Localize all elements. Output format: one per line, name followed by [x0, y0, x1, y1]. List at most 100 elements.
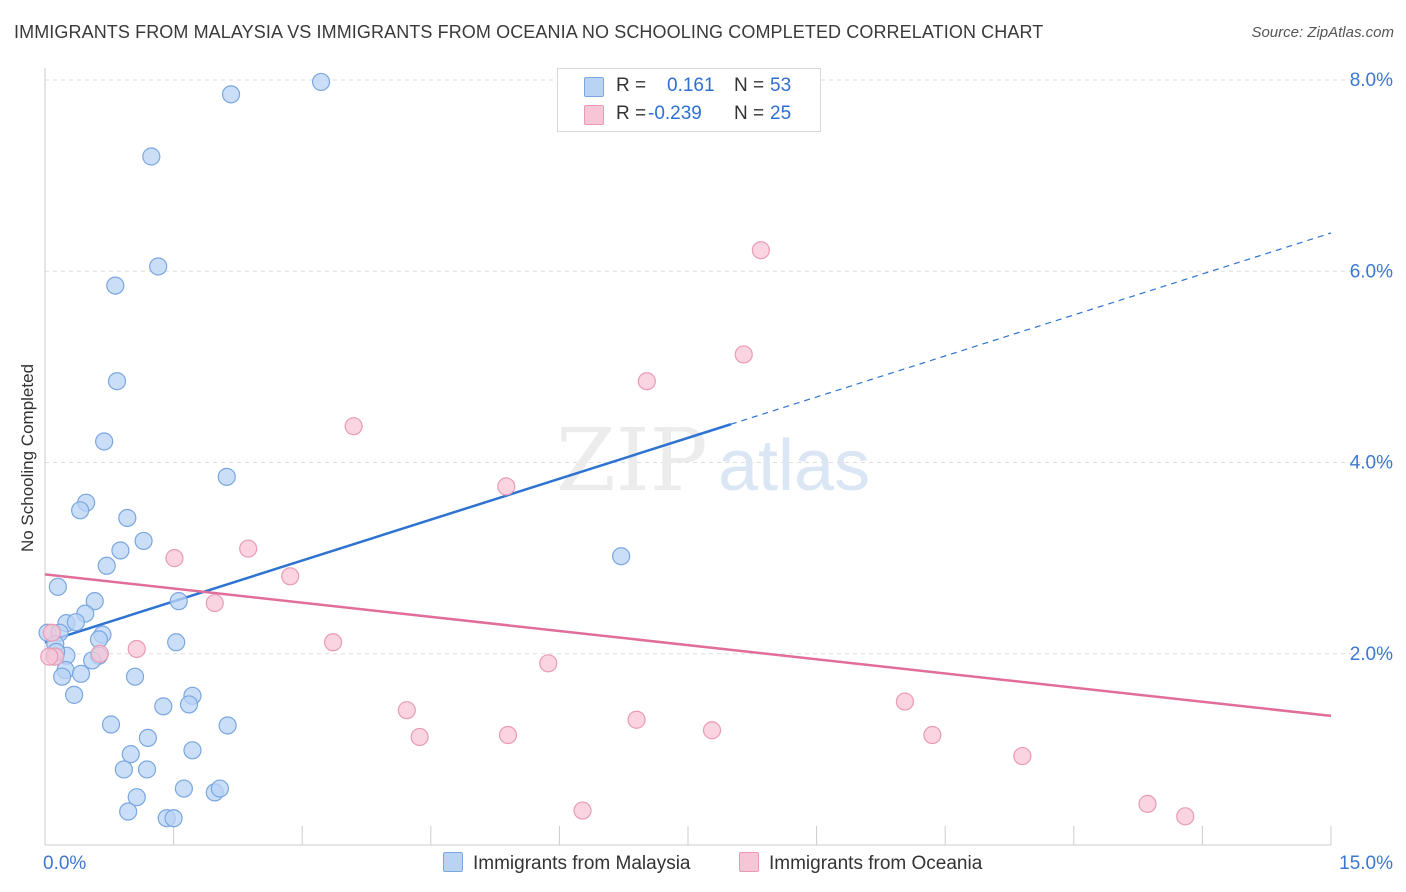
malaysia-point	[71, 501, 90, 520]
malaysia-point	[48, 577, 67, 596]
watermark-atlas: atlas	[718, 426, 870, 506]
oceania-point	[627, 710, 646, 729]
oceania-point	[40, 647, 59, 666]
n-label: N =	[734, 75, 765, 96]
oceania-point	[42, 623, 61, 642]
oceania-point	[573, 801, 592, 820]
malaysia-point	[311, 72, 331, 92]
oceania-point	[539, 654, 558, 673]
malaysia-point	[65, 685, 84, 704]
malaysia-point	[66, 613, 85, 632]
legend-swatch-malaysia	[443, 852, 463, 872]
watermark: ZIP atlas	[556, 411, 870, 511]
legend-swatch-oceania	[739, 852, 759, 872]
malaysia-point	[95, 432, 114, 451]
malaysia-point	[119, 802, 138, 821]
malaysia-point	[97, 556, 116, 575]
source-credit: Source: ZipAtlas.com	[1251, 24, 1394, 41]
x-tick-label: 0.0%	[43, 853, 86, 874]
y-axis-label: No Schooling Completed	[18, 363, 37, 553]
oceania-point	[637, 372, 656, 391]
y-tick-label: 8.0%	[1350, 70, 1393, 91]
malaysia-point	[127, 788, 146, 807]
oceania-point	[734, 345, 753, 364]
r-value: -0.239	[648, 103, 702, 124]
oceania-point	[90, 644, 109, 663]
malaysia-point	[210, 779, 229, 798]
oceania-point	[127, 639, 146, 659]
oceania-point	[497, 477, 516, 496]
points-layer	[38, 72, 1195, 828]
stats-box: R = 0.161 N = 53 R = -0.239 N = 25	[557, 68, 821, 132]
malaysia-point	[174, 779, 193, 798]
oceania-point	[239, 539, 258, 558]
stats-swatch-malaysia	[584, 77, 604, 97]
malaysia-point	[179, 695, 199, 714]
malaysia-point	[71, 664, 91, 683]
malaysia-point	[53, 667, 72, 686]
malaysia-point	[137, 760, 157, 779]
stats-row-malaysia: R = 0.161 N = 53	[558, 72, 820, 100]
stats-swatch-oceania	[584, 105, 604, 125]
n-value: 53	[770, 75, 792, 96]
r-label: R =	[616, 75, 647, 96]
oceania-point	[323, 633, 343, 652]
oceania-point	[751, 241, 770, 260]
oceania-point	[344, 417, 363, 436]
oceania-point	[1176, 807, 1195, 826]
malaysia-point	[134, 531, 153, 551]
malaysia-point	[107, 372, 127, 391]
malaysia-point	[612, 547, 631, 566]
malaysia-point	[221, 85, 241, 104]
y-tick-label: 2.0%	[1350, 644, 1393, 665]
oceania-point	[702, 721, 722, 740]
x-tick-label: 15.0%	[1339, 853, 1393, 874]
legend-item-malaysia[interactable]: Immigrants from Malaysia	[443, 852, 691, 875]
malaysia-point	[114, 760, 133, 779]
legend-label: Immigrants from Malaysia	[473, 853, 691, 874]
malaysia-point	[85, 592, 104, 611]
oceania-point	[281, 567, 300, 586]
r-label: R =	[616, 103, 647, 124]
axes	[44, 68, 1332, 846]
malaysia-point	[183, 741, 202, 760]
oceania-point	[1138, 794, 1157, 813]
y-tick-label: 4.0%	[1350, 453, 1393, 474]
n-label: N =	[734, 103, 765, 124]
oceania-point	[397, 701, 416, 720]
chart-title: IMMIGRANTS FROM MALAYSIA VS IMMIGRANTS F…	[14, 22, 1044, 42]
malaysia-point	[118, 508, 137, 528]
y-tick-label: 6.0%	[1350, 261, 1393, 282]
oceania-point	[410, 727, 429, 747]
trendlines	[44, 232, 1332, 718]
malaysia-point	[169, 592, 188, 611]
malaysia-point	[217, 467, 236, 486]
malaysia-point	[101, 715, 121, 734]
malaysia-point	[142, 147, 161, 166]
x-tick-labels: 0.0% 15.0%	[43, 853, 1393, 874]
malaysia-point	[154, 697, 173, 716]
malaysia-point	[164, 809, 183, 828]
malaysia-point	[125, 667, 145, 686]
oceania-point	[498, 725, 518, 745]
malaysia-point	[167, 633, 186, 652]
legend-item-oceania[interactable]: Immigrants from Oceania	[739, 852, 982, 875]
gridlines	[45, 79, 1392, 655]
malaysia-point	[138, 728, 157, 748]
malaysia-point	[121, 745, 140, 764]
oceania-point	[165, 549, 184, 568]
oceania-point	[895, 692, 915, 711]
malaysia-point	[218, 716, 237, 735]
watermark-zip: ZIP	[556, 411, 708, 511]
oceania-trendline	[44, 573, 1332, 718]
legend-label: Immigrants from Oceania	[769, 853, 983, 874]
oceania-point	[923, 725, 942, 745]
r-value: 0.161	[667, 75, 715, 96]
malaysia-trendline	[44, 423, 732, 644]
malaysia-trendline-extension	[730, 232, 1332, 425]
oceania-point	[205, 593, 224, 613]
n-value: 25	[770, 103, 792, 124]
stats-row-oceania: R = -0.239 N = 25	[558, 100, 820, 128]
malaysia-point	[149, 257, 168, 276]
